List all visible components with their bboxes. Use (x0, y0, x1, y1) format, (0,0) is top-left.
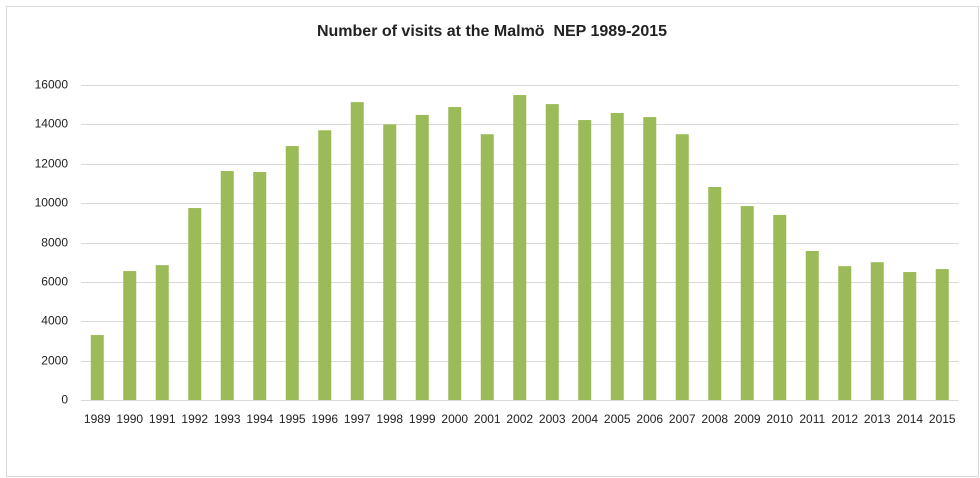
x-tick-label: 1993 (214, 412, 241, 426)
x-tick-label: 1992 (181, 412, 208, 426)
bar (90, 335, 104, 400)
x-tick-label: 2000 (441, 412, 468, 426)
y-tick-label: 6000 (41, 275, 68, 289)
x-tick-label: 2010 (766, 412, 793, 426)
bar (350, 102, 364, 401)
y-tick-label: 16000 (35, 78, 69, 92)
bar (643, 117, 657, 400)
x-tick-label: 1995 (279, 412, 306, 426)
bar (903, 272, 917, 400)
x-tick-label: 1989 (84, 412, 111, 426)
x-tick-label: 2002 (506, 412, 533, 426)
x-tick-label: 1998 (376, 412, 403, 426)
bar (935, 269, 949, 400)
bar (155, 265, 169, 400)
x-tick-label: 2014 (896, 412, 923, 426)
x-tick-label: 2007 (669, 412, 696, 426)
y-tick-label: 4000 (41, 314, 68, 328)
y-tick-label: 0 (61, 393, 68, 407)
bar (610, 112, 624, 401)
bar (123, 271, 137, 400)
y-tick-label: 2000 (41, 354, 68, 368)
x-tick-label: 1996 (311, 412, 338, 426)
bar (805, 250, 819, 400)
x-tick-label: 2015 (929, 412, 956, 426)
bar (220, 171, 234, 400)
y-tick-label: 12000 (35, 157, 69, 171)
bar (838, 266, 852, 400)
bar (773, 214, 787, 400)
x-tick-label: 1994 (246, 412, 273, 426)
bar (415, 114, 429, 401)
x-tick-label: 2004 (571, 412, 598, 426)
bar (708, 186, 722, 400)
x-tick-label: 2009 (734, 412, 761, 426)
y-tick-label: 10000 (35, 196, 69, 210)
x-tick-label: 2008 (701, 412, 728, 426)
x-tick-label: 2005 (604, 412, 631, 426)
bar (448, 107, 462, 401)
x-tick-label: 2006 (636, 412, 663, 426)
x-tick-label: 1997 (344, 412, 371, 426)
bar (870, 262, 884, 400)
bar (675, 134, 689, 400)
bar (545, 104, 559, 401)
bar (740, 206, 754, 400)
bar (318, 130, 332, 400)
bar (383, 124, 397, 400)
x-tick-label: 2013 (864, 412, 891, 426)
x-tick-label: 2003 (539, 412, 566, 426)
y-tick-label: 8000 (41, 236, 68, 250)
x-tick-label: 1991 (149, 412, 176, 426)
bar (285, 146, 299, 400)
bar (480, 134, 494, 400)
bar (188, 208, 202, 400)
chart-title: Number of visits at the Malmö NEP 1989-2… (317, 23, 667, 40)
y-tick-label: 14000 (35, 117, 69, 131)
x-tick-label: 1990 (116, 412, 143, 426)
bar (253, 172, 267, 400)
x-tick-label: 2011 (799, 412, 825, 426)
x-tick-label: 2012 (831, 412, 858, 426)
x-tick-label: 1999 (409, 412, 436, 426)
bar (513, 95, 527, 401)
x-tick-label: 2001 (474, 412, 501, 426)
bar (578, 120, 592, 400)
